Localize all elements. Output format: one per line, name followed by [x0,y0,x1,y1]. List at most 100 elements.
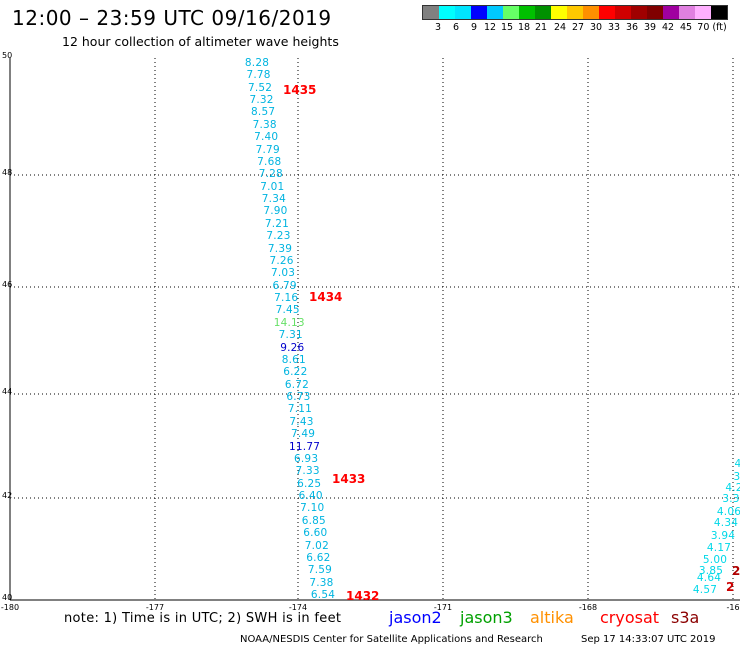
wave-height-value: 7.02 [304,539,329,552]
legend-label: 36 [625,22,639,33]
wave-height-value: 6.72 [284,378,309,391]
wave-height-value: 6.40 [298,490,323,503]
wave-height-value: 7.21 [264,217,290,230]
color-legend [422,5,728,20]
generated-timestamp: Sep 17 14:33:07 UTC 2019 [581,634,716,645]
legend-label: 24 [553,22,567,33]
satellite-legend-item: s3a [671,608,700,627]
longitude-tick-label: -171 [433,603,453,612]
legend-label: 3 [434,22,442,33]
legend-swatch [631,6,647,19]
wave-height-value: 6.79 [272,279,297,292]
satellite-legend-item: cryosat [600,608,660,627]
legend-swatch [519,6,535,19]
longitude-tick-label: -16 [726,603,740,612]
pass-time-label: 2 [732,564,740,578]
wave-height-value: 4.57 [692,584,718,596]
wave-height-value: 6.73 [286,391,311,404]
longitude-tick-label: -180 [0,603,20,612]
page-subtitle: 12 hour collection of altimeter wave hei… [62,34,339,49]
latitude-tick-label: 40 [2,593,13,602]
wave-height-value: 6.85 [301,514,326,527]
wave-height-value: 7.78 [246,69,271,82]
wave-height-value: 6.25 [297,477,322,490]
wave-height-value: 4 [734,458,740,470]
longitude-tick-label: -174 [288,603,308,612]
legend-swatch [487,6,503,19]
wave-height-value: 7.43 [289,415,314,428]
wave-height-value: 7.45 [275,304,300,317]
wave-height-value: 3.3 [722,493,740,505]
wave-height-value: 7.59 [307,564,333,577]
satellite-legend-item: jason3 [460,608,513,627]
latitude-tick-label: 50 [2,51,13,60]
legend-swatch [647,6,663,19]
wave-height-value: 4.17 [706,542,732,554]
wave-height-value: 8.61 [281,353,306,366]
wave-height-value: 7.40 [254,131,279,144]
legend-swatch [567,6,583,19]
wave-height-value: 7.79 [255,143,280,156]
wave-height-value: 7.34 [261,193,286,206]
wave-height-value: 7.49 [290,428,316,441]
longitude-tick-label: -177 [145,603,165,612]
wave-height-value: 7.26 [269,254,294,267]
legend-swatch [679,6,695,19]
wave-height-value: 7.38 [309,576,334,589]
pass-time-label: 1433 [332,472,366,486]
wave-height-value: 3.85 [698,565,724,577]
page-title: 12:00 – 23:59 UTC 09/16/2019 [12,6,332,30]
latitude-tick-label: 46 [2,280,13,289]
legend-swatch [423,6,439,19]
wave-height-value: 7.23 [266,230,291,243]
legend-label: 15 [500,22,514,33]
satellite-legend-item: jason2 [389,608,442,627]
pass-time-label: 1434 [309,290,343,304]
wave-height-value: 3.94 [710,530,736,542]
legend-swatch [455,6,471,19]
legend-label: 42 [661,22,675,33]
wave-height-value: 7.11 [287,403,313,416]
legend-label: 27 [571,22,585,33]
wave-height-value: 4.2 [725,482,740,494]
legend-label: 6 [452,22,460,33]
legend-swatch [551,6,567,19]
wave-height-value: 4.06 [716,506,740,518]
wave-height-value: 7.33 [295,465,320,478]
wave-height-value: 7.03 [270,267,296,280]
legend-swatch [583,6,599,19]
credit-text: NOAA/NESDIS Center for Satellite Applica… [240,634,543,645]
wave-height-value: 9.26 [280,341,305,354]
wave-height-value: 7.28 [258,168,283,181]
legend-swatch [599,6,615,19]
wave-height-value: 4.64 [696,572,722,584]
legend-label: 39 [643,22,657,33]
wave-height-value: 7.01 [260,180,285,193]
wave-height-value: 6.60 [303,527,328,540]
legend-swatch [711,6,727,19]
pass-time-label: 2 [726,580,735,594]
legend-label: 18 [517,22,531,33]
wave-height-value: 7.68 [257,155,282,168]
wave-height-value: 7.10 [300,502,325,515]
legend-label: 30 [589,22,603,33]
wave-height-value: 3 [733,471,740,483]
legend-swatch [471,6,487,19]
longitude-tick-label: -168 [578,603,598,612]
legend-swatch [615,6,631,19]
legend-label: 12 [483,22,497,33]
wave-height-value: 6.54 [310,589,336,601]
wave-height-value: 7.39 [267,242,293,255]
wave-height-value: 14.13 [273,316,305,329]
wave-height-value: 7.31 [278,329,303,342]
wave-height-value: 5.00 [702,554,728,566]
latitude-tick-label: 42 [2,491,13,500]
legend-label: 21 [534,22,548,33]
wave-height-value: 6.93 [294,452,319,465]
legend-swatch [535,6,551,19]
footer-note: note: 1) Time is in UTC; 2) SWH is in fe… [64,611,342,626]
wave-height-value: 4.34 [713,517,739,529]
pass-time-label: 1435 [283,83,317,97]
wave-height-value: 11.77 [289,440,321,453]
wave-height-value: 8.28 [244,57,270,69]
